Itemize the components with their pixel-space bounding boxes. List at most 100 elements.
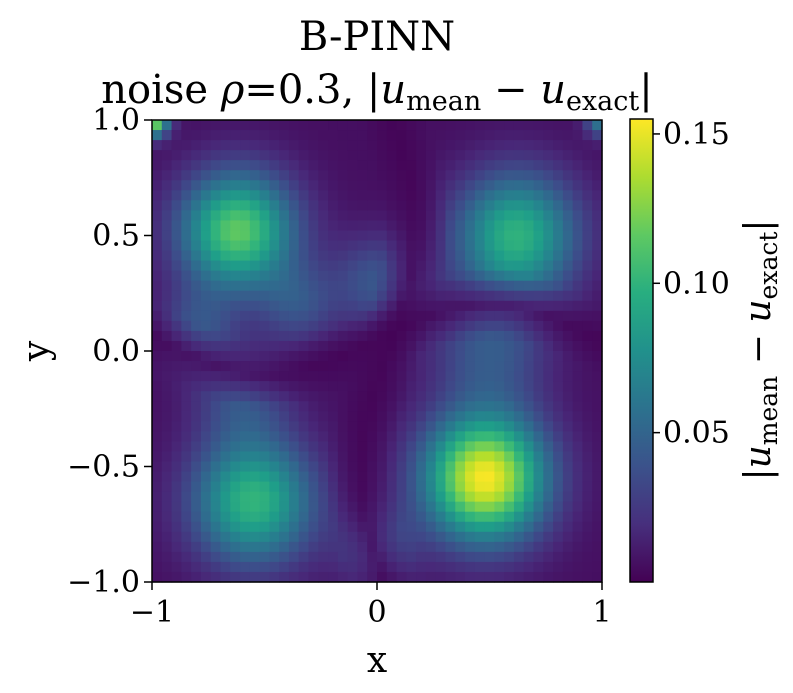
heatmap-cell bbox=[592, 170, 603, 181]
heatmap-cell bbox=[396, 200, 407, 211]
heatmap-cell bbox=[357, 461, 368, 473]
heatmap-cell bbox=[562, 240, 574, 252]
heatmap-cell bbox=[288, 391, 300, 402]
heatmap-cell bbox=[298, 471, 310, 483]
heatmap-cell bbox=[406, 411, 417, 422]
heatmap-cell bbox=[386, 491, 398, 503]
heatmap-cell bbox=[249, 290, 261, 302]
heatmap-cell bbox=[377, 210, 388, 222]
heatmap-cell bbox=[377, 481, 388, 493]
heatmap-cell bbox=[425, 320, 437, 332]
heatmap-cell bbox=[406, 491, 417, 503]
heatmap-cell bbox=[484, 501, 495, 513]
heatmap-cell bbox=[582, 491, 593, 503]
heatmap-cell bbox=[582, 150, 593, 161]
heatmap-cell bbox=[435, 150, 447, 161]
heatmap-cell bbox=[474, 190, 486, 201]
heatmap-cell bbox=[562, 531, 574, 543]
heatmap-cell bbox=[259, 451, 270, 463]
heatmap-cell bbox=[465, 240, 476, 252]
heatmap-cell bbox=[249, 130, 261, 141]
heatmap-cell bbox=[465, 320, 476, 332]
heatmap-cell bbox=[425, 180, 437, 191]
heatmap-cell bbox=[543, 120, 554, 131]
heatmap-cell bbox=[474, 320, 486, 332]
heatmap-cell bbox=[445, 451, 456, 463]
heatmap-cell bbox=[240, 220, 251, 232]
heatmap-cell bbox=[572, 451, 584, 463]
heatmap-cell bbox=[504, 421, 515, 432]
heatmap-cell bbox=[181, 471, 192, 483]
heatmap-cell bbox=[562, 371, 574, 382]
heatmap-cell bbox=[386, 421, 398, 432]
heatmap-cell bbox=[191, 521, 202, 533]
heatmap-cell bbox=[455, 310, 466, 322]
heatmap-cell bbox=[416, 200, 427, 211]
heatmap-cell bbox=[347, 361, 359, 372]
heatmap-cell bbox=[582, 421, 593, 432]
heatmap-cell bbox=[523, 411, 535, 422]
heatmap-cell bbox=[416, 411, 427, 422]
heatmap-cell bbox=[572, 501, 584, 513]
heatmap-cell bbox=[494, 150, 505, 161]
heatmap-cell bbox=[377, 371, 388, 382]
heatmap-cell bbox=[161, 541, 173, 553]
heatmap-cell bbox=[572, 381, 584, 392]
heatmap-cell bbox=[533, 250, 544, 262]
heatmap-cell bbox=[435, 541, 447, 553]
heatmap-cell bbox=[328, 200, 339, 211]
heatmap-cell bbox=[425, 351, 437, 362]
heatmap-cell bbox=[308, 571, 319, 583]
heatmap-cell bbox=[484, 531, 495, 543]
heatmap-cell bbox=[191, 451, 202, 463]
heatmap-cell bbox=[220, 260, 231, 272]
heatmap-cell bbox=[230, 361, 241, 372]
heatmap-cell bbox=[455, 260, 466, 272]
heatmap-cell bbox=[357, 371, 368, 382]
heatmap-cell bbox=[181, 441, 192, 453]
heatmap-cell bbox=[406, 250, 417, 262]
heatmap-cell bbox=[347, 330, 359, 342]
heatmap-cell bbox=[288, 330, 300, 342]
heatmap-cell bbox=[279, 491, 290, 503]
heatmap-cell bbox=[279, 240, 290, 252]
heatmap-cell bbox=[249, 210, 261, 222]
heatmap-cell bbox=[425, 190, 437, 201]
heatmap-cell bbox=[288, 521, 300, 533]
heatmap-cell bbox=[562, 481, 574, 493]
heatmap-cell bbox=[406, 130, 417, 141]
heatmap-cell bbox=[416, 451, 427, 463]
heatmap-cell bbox=[328, 320, 339, 332]
heatmap-cell bbox=[328, 120, 339, 131]
heatmap-cell bbox=[318, 150, 329, 161]
heatmap-cell bbox=[582, 170, 593, 181]
heatmap-cell bbox=[230, 351, 241, 362]
heatmap-cell bbox=[259, 431, 270, 442]
heatmap-cell bbox=[181, 421, 192, 432]
heatmap-cell bbox=[230, 250, 241, 262]
heatmap-cell bbox=[337, 300, 349, 312]
heatmap-cell bbox=[504, 501, 515, 513]
heatmap-cell bbox=[171, 210, 182, 222]
heatmap-cell bbox=[171, 250, 182, 262]
heatmap-cell bbox=[191, 310, 202, 322]
heatmap-cell bbox=[191, 230, 202, 242]
heatmap-cell bbox=[200, 320, 212, 332]
heatmap-cell bbox=[572, 320, 584, 332]
heatmap-cell bbox=[562, 491, 574, 503]
heatmap-cell bbox=[279, 210, 290, 222]
heatmap-cell bbox=[416, 551, 427, 563]
heatmap-cell bbox=[171, 280, 182, 292]
heatmap-cell bbox=[435, 431, 447, 442]
heatmap-cell bbox=[152, 441, 163, 453]
heatmap-cell bbox=[553, 521, 564, 533]
heatmap-cell bbox=[406, 481, 417, 493]
heatmap-cell bbox=[572, 240, 584, 252]
heatmap-cell bbox=[592, 401, 603, 412]
heatmap-cell bbox=[513, 521, 525, 533]
heatmap-cell bbox=[337, 471, 349, 483]
heatmap-cell bbox=[562, 130, 574, 141]
heatmap-cell bbox=[494, 290, 505, 302]
heatmap-cell bbox=[200, 571, 212, 583]
